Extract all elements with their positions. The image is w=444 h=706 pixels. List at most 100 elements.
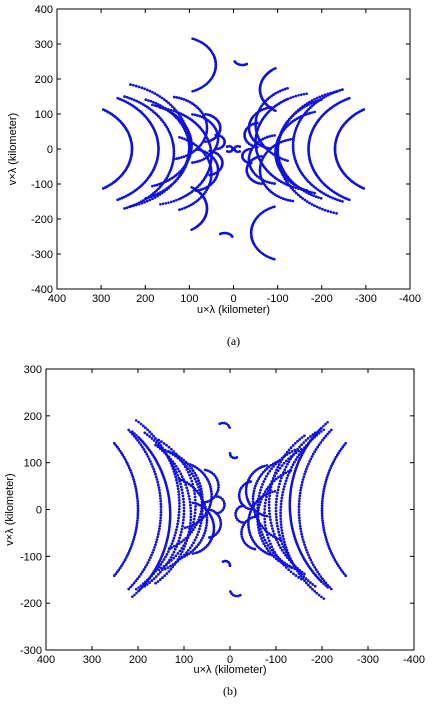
data-point (176, 522, 179, 526)
data-point (299, 118, 302, 122)
data-point (319, 441, 323, 444)
data-point (182, 98, 186, 101)
data-point (297, 460, 300, 464)
data-point (131, 583, 134, 587)
data-point (187, 139, 191, 143)
data-point (304, 177, 307, 180)
data-point (180, 488, 184, 492)
data-point (134, 528, 138, 532)
data-point (257, 140, 261, 143)
data-point (343, 196, 347, 200)
data-point (275, 159, 278, 162)
data-point (280, 529, 284, 532)
data-point (123, 207, 126, 210)
data-point (270, 134, 274, 138)
data-point (291, 188, 295, 191)
data-point (274, 92, 277, 95)
data-point (156, 445, 160, 449)
data-point (313, 110, 317, 114)
data-point (291, 444, 295, 447)
data-point (168, 500, 171, 504)
data-point (302, 540, 306, 544)
data-point (172, 154, 176, 157)
data-point (209, 165, 213, 169)
data-point (209, 176, 213, 180)
data-point (171, 105, 174, 108)
data-point (297, 453, 301, 456)
data-point (166, 174, 170, 178)
data-point (133, 98, 136, 102)
data-point (313, 589, 316, 593)
data-point (136, 439, 139, 442)
data-point (157, 114, 160, 118)
data-point (302, 175, 306, 178)
data-point (209, 167, 213, 171)
data-point (279, 140, 283, 144)
data-point (301, 538, 305, 541)
data-point (190, 141, 193, 144)
data-point (123, 458, 127, 461)
scatter-points (102, 37, 366, 261)
x-tick-label: 200 (136, 293, 154, 305)
data-point (204, 112, 207, 116)
data-point (147, 457, 151, 461)
data-point (307, 148, 310, 152)
data-point (322, 528, 326, 532)
data-point (137, 85, 141, 89)
data-point (172, 152, 176, 155)
data-point (172, 148, 176, 151)
data-point (159, 447, 162, 451)
data-point (268, 135, 271, 138)
data-point (153, 190, 157, 194)
data-point (300, 187, 303, 190)
data-point (279, 517, 283, 520)
data-point (171, 162, 174, 166)
data-point (322, 597, 326, 600)
data-point (180, 123, 184, 127)
chart-b: 400 300 200 100 0 -100 -200 -300 -400-300-200-10… (4, 364, 425, 698)
data-point (299, 489, 302, 492)
data-point (309, 581, 312, 584)
data-point (139, 572, 143, 576)
data-point (226, 150, 229, 153)
data-point (133, 535, 136, 539)
data-point (136, 511, 140, 515)
data-point (128, 96, 131, 100)
data-point (179, 112, 182, 115)
data-point (321, 492, 325, 496)
data-point (155, 478, 159, 481)
data-point (138, 441, 141, 444)
data-point (173, 107, 176, 110)
data-point (336, 198, 339, 202)
data-point (201, 129, 204, 132)
data-point (276, 178, 279, 181)
y-tick-label: -300 (31, 249, 53, 261)
data-point (182, 195, 185, 199)
data-point (278, 89, 282, 93)
data-point (193, 160, 197, 164)
data-point (151, 184, 154, 188)
data-point (293, 471, 296, 475)
data-point (177, 511, 181, 514)
data-point (300, 573, 303, 576)
data-point (293, 155, 296, 159)
data-point (307, 564, 310, 568)
data-point (158, 524, 162, 528)
data-point (307, 180, 310, 184)
data-point (339, 100, 343, 104)
data-point (255, 131, 259, 135)
data-point (204, 140, 207, 144)
data-point (335, 90, 338, 93)
data-point (312, 563, 315, 567)
data-point (155, 189, 158, 192)
data-point (289, 138, 292, 141)
data-point (142, 568, 146, 571)
data-point (298, 524, 302, 528)
data-point (182, 518, 185, 522)
data-point (284, 550, 288, 554)
data-point (276, 155, 280, 159)
data-point (172, 143, 175, 147)
data-point (120, 196, 124, 200)
data-point (292, 474, 296, 477)
data-point (331, 554, 334, 557)
